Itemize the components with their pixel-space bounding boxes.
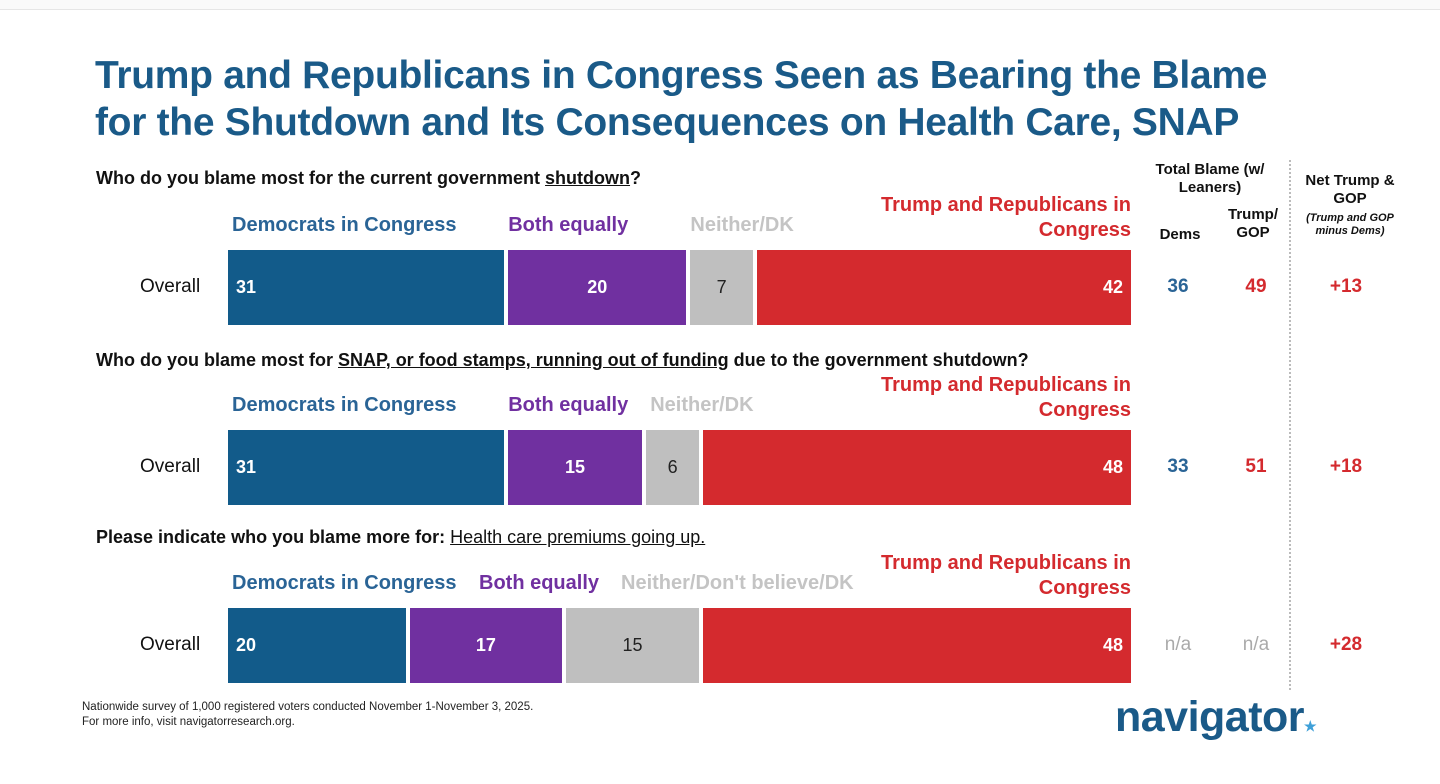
question-topic: SNAP, or food stamps, running out of fun…: [338, 350, 729, 370]
bar-trump: 42: [756, 250, 1131, 325]
legend-trump: Trump and Republicans in Congress: [880, 552, 1131, 599]
data-label: 20: [587, 277, 608, 297]
legend-trump: Trump and Republicans in Congress: [880, 194, 1131, 241]
data-label: 7: [716, 277, 727, 297]
footnote: Nationwide survey of 1,000 registered vo…: [82, 700, 533, 730]
logo-star-icon: ★: [1304, 718, 1317, 734]
title-line-2: for the Shutdown and Its Consequences on…: [95, 101, 1240, 144]
title-line-1: Trump and Republicans in Congress Seen a…: [95, 54, 1268, 97]
data-label: 15: [622, 635, 643, 655]
bar-dems: 20: [228, 608, 407, 683]
net-value: +13: [1329, 276, 1363, 297]
legend-both: Both equally: [479, 572, 600, 594]
question-text-end: due to the government shutdown?: [728, 350, 1029, 370]
bar-neither: 7: [690, 250, 753, 325]
data-label: 31: [236, 457, 257, 477]
legend-trump: Trump and Republicans in Congress: [880, 374, 1131, 421]
total-dems: n/a: [1164, 634, 1192, 655]
divider: [1289, 160, 1291, 690]
net-value: +28: [1329, 634, 1363, 655]
header-net: Net Trump & GOP: [1305, 172, 1395, 207]
question-text: Who do you blame most for the current go…: [96, 168, 546, 188]
total-trump: 51: [1245, 456, 1267, 477]
row-label: Overall: [140, 634, 201, 655]
bar-both: 15: [508, 430, 642, 505]
data-label: 48: [1102, 635, 1123, 655]
row-label: Overall: [140, 276, 201, 297]
question-1: Who do you blame most for the current go…: [96, 168, 641, 189]
legend-neither: Neither/Don't believe/DK: [621, 572, 854, 594]
row-label: Overall: [140, 456, 201, 477]
data-label: 17: [475, 635, 496, 655]
data-label: 6: [667, 457, 678, 477]
question-text: Who do you blame most for: [96, 350, 338, 370]
data-label: 20: [236, 635, 257, 655]
header-net-sub: (Trump and GOP minus Dems): [1306, 212, 1394, 237]
footnote-line-1: Nationwide survey of 1,000 registered vo…: [82, 701, 534, 713]
total-trump: n/a: [1242, 634, 1270, 655]
question-topic: Health care premiums going up.: [450, 527, 706, 547]
total-dems: 36: [1167, 276, 1189, 297]
data-label: 31: [236, 277, 257, 297]
top-border: [0, 0, 1440, 10]
header-dems: Dems: [1159, 226, 1201, 243]
footnote-line-2: For more info, visit navigatorresearch.o…: [82, 716, 295, 728]
bar-both: 20: [508, 250, 687, 325]
legend-dems: Democrats in Congress: [232, 214, 457, 236]
bar-trump: 48: [703, 430, 1131, 505]
bar-trump: 48: [703, 608, 1131, 683]
net-value: +18: [1329, 456, 1363, 477]
question-topic: shutdown: [545, 168, 631, 188]
question-3: Please indicate who you blame more for: …: [96, 527, 705, 548]
question-text: Please indicate who you blame more for:: [96, 527, 451, 547]
legend-both: Both equally: [508, 394, 629, 416]
data-label: 15: [565, 457, 586, 477]
data-label: 48: [1102, 457, 1123, 477]
bar-neither: 15: [565, 608, 700, 683]
total-dems: 33: [1167, 456, 1189, 477]
legend-both: Both equally: [508, 214, 629, 236]
chart-title: Trump and Republicans in Congress Seen a…: [95, 52, 1267, 146]
bar-neither: 6: [645, 430, 700, 505]
question-2: Who do you blame most for SNAP, or food …: [96, 350, 1029, 371]
bar-dems: 31: [228, 250, 505, 325]
logo-text: navigator: [1115, 693, 1305, 741]
bar-dems: 31: [228, 430, 505, 505]
navigator-logo: navigator★: [1115, 693, 1317, 742]
legend-neither: Neither/DK: [650, 394, 754, 416]
data-label: 42: [1102, 277, 1123, 297]
legend-dems: Democrats in Congress: [232, 572, 457, 594]
header-trump-gop: Trump/ GOP: [1228, 206, 1279, 241]
bar-both: 17: [410, 608, 562, 683]
question-text-end: ?: [630, 168, 642, 188]
legend-neither: Neither/DK: [690, 214, 794, 236]
total-trump: 49: [1245, 276, 1267, 297]
header-total-blame: Total Blame (w/ Leaners): [1155, 161, 1265, 196]
legend-dems: Democrats in Congress: [232, 394, 457, 416]
